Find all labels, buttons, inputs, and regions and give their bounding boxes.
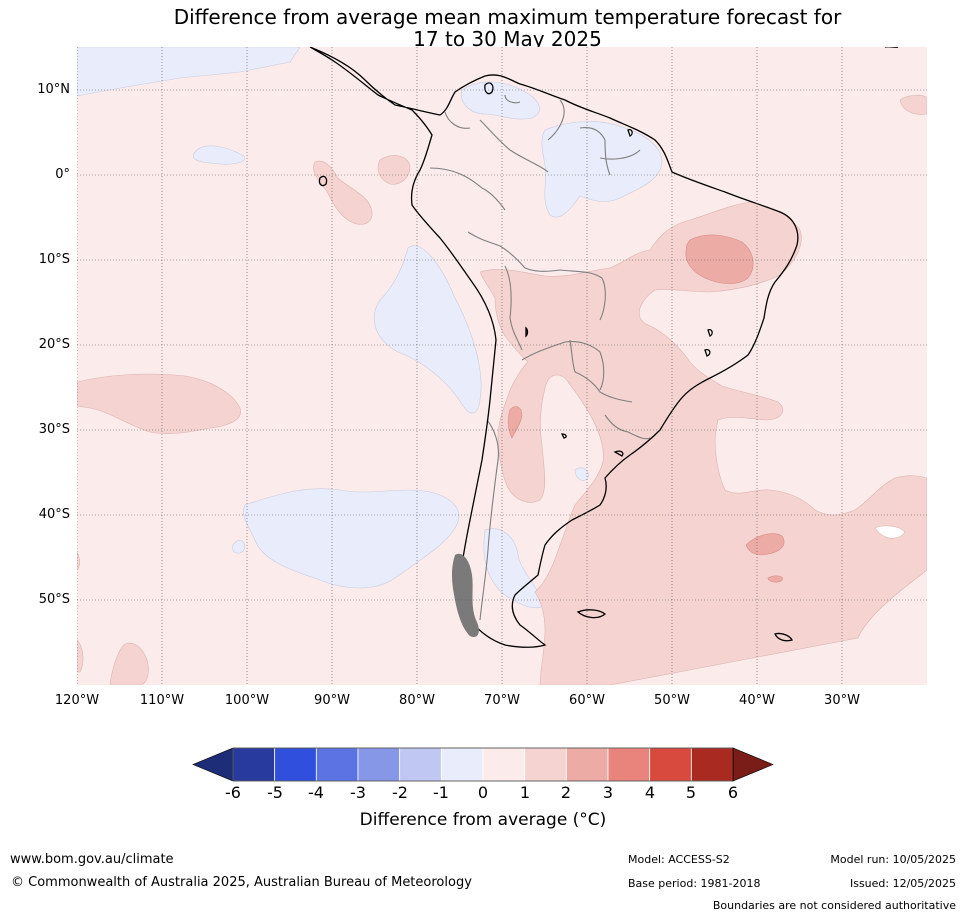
lon-label-70w: 70°W [484, 693, 520, 708]
footer-boundaries-note: Boundaries are not considered authoritat… [712, 899, 956, 912]
colorbar-tick: 3 [602, 783, 614, 802]
lat-label-10s: 10°S [38, 252, 70, 267]
colorbar-tick: 5 [685, 783, 697, 802]
negative-anomaly-areas [77, 47, 663, 609]
footer-issued: Issued: 12/05/2025 [849, 877, 956, 890]
lat-label-30s: 30°S [38, 422, 70, 437]
country-borders [429, 94, 651, 621]
graticule [77, 47, 927, 685]
colorbar-cell [690, 747, 734, 782]
colorbar-tick: -1 [433, 783, 449, 802]
positive-anomaly-2-3-areas [507, 234, 785, 583]
footer-base-period: Base period: 1981-2018 [628, 877, 761, 890]
colorbar-frame [232, 747, 734, 782]
lon-label-30w: 30°W [824, 693, 860, 708]
colorbar-tick: -5 [267, 783, 283, 802]
colorbar-tick: -6 [225, 783, 241, 802]
colorbar-tick: 6 [727, 783, 739, 802]
colorbar-cell [357, 747, 401, 782]
colorbar-tick: -4 [308, 783, 324, 802]
footer-url: www.bom.gov.au/climate [10, 852, 174, 867]
lon-label-40w: 40°W [739, 693, 775, 708]
lon-label-90w: 90°W [314, 693, 350, 708]
colorbar-under-arrow [192, 747, 234, 782]
lon-label-60w: 60°W [569, 693, 605, 708]
positive-anomaly-1-2-areas [77, 94, 927, 685]
lat-label-50s: 50°S [38, 592, 70, 607]
colorbar-tick: 4 [644, 783, 656, 802]
colorbar-cell [399, 747, 442, 782]
footer-copyright: © Commonwealth of Australia 2025, Austra… [11, 875, 472, 890]
coastline [309, 47, 899, 648]
colorbar-cell [565, 747, 609, 782]
colorbar-tick: 0 [477, 783, 489, 802]
colorbar-cell [524, 747, 567, 782]
map-title-line-1: Difference from average mean maximum tem… [173, 5, 842, 29]
colorbar-tick: 2 [560, 783, 572, 802]
colorbar-tick: -2 [392, 783, 408, 802]
colorbar-cell [274, 747, 317, 782]
colorbar-tick: -3 [350, 783, 366, 802]
lon-label-120w: 120°W [54, 693, 100, 708]
lon-label-100w: 100°W [224, 693, 270, 708]
lon-label-80w: 80°W [399, 693, 435, 708]
lat-label-10n: 10°N [37, 82, 70, 97]
colorbar-cell [482, 747, 526, 782]
colorbar-cell [649, 747, 692, 782]
lon-label-50w: 50°W [654, 693, 690, 708]
colorbar-over-arrow [732, 747, 774, 782]
footer-model-run: Model run: 10/05/2025 [830, 853, 956, 866]
colorbar-cell [607, 747, 651, 782]
lon-label-110w: 110°W [139, 693, 185, 708]
colorbar-cell [232, 747, 276, 782]
footer-model: Model: ACCESS-S2 [628, 853, 730, 866]
colorbar-tick: 1 [519, 783, 531, 802]
lat-label-20s: 20°S [38, 337, 70, 352]
colorbar-cell [440, 747, 484, 782]
lat-label-40s: 40°S [38, 507, 70, 522]
patagonia-coast-detail [451, 553, 479, 638]
colorbar-label: Difference from average (°C) [359, 810, 607, 830]
lat-label-0: 0° [55, 167, 70, 182]
map-title-line-2: 17 to 30 May 2025 [413, 27, 602, 51]
colorbar-cell [315, 747, 359, 782]
